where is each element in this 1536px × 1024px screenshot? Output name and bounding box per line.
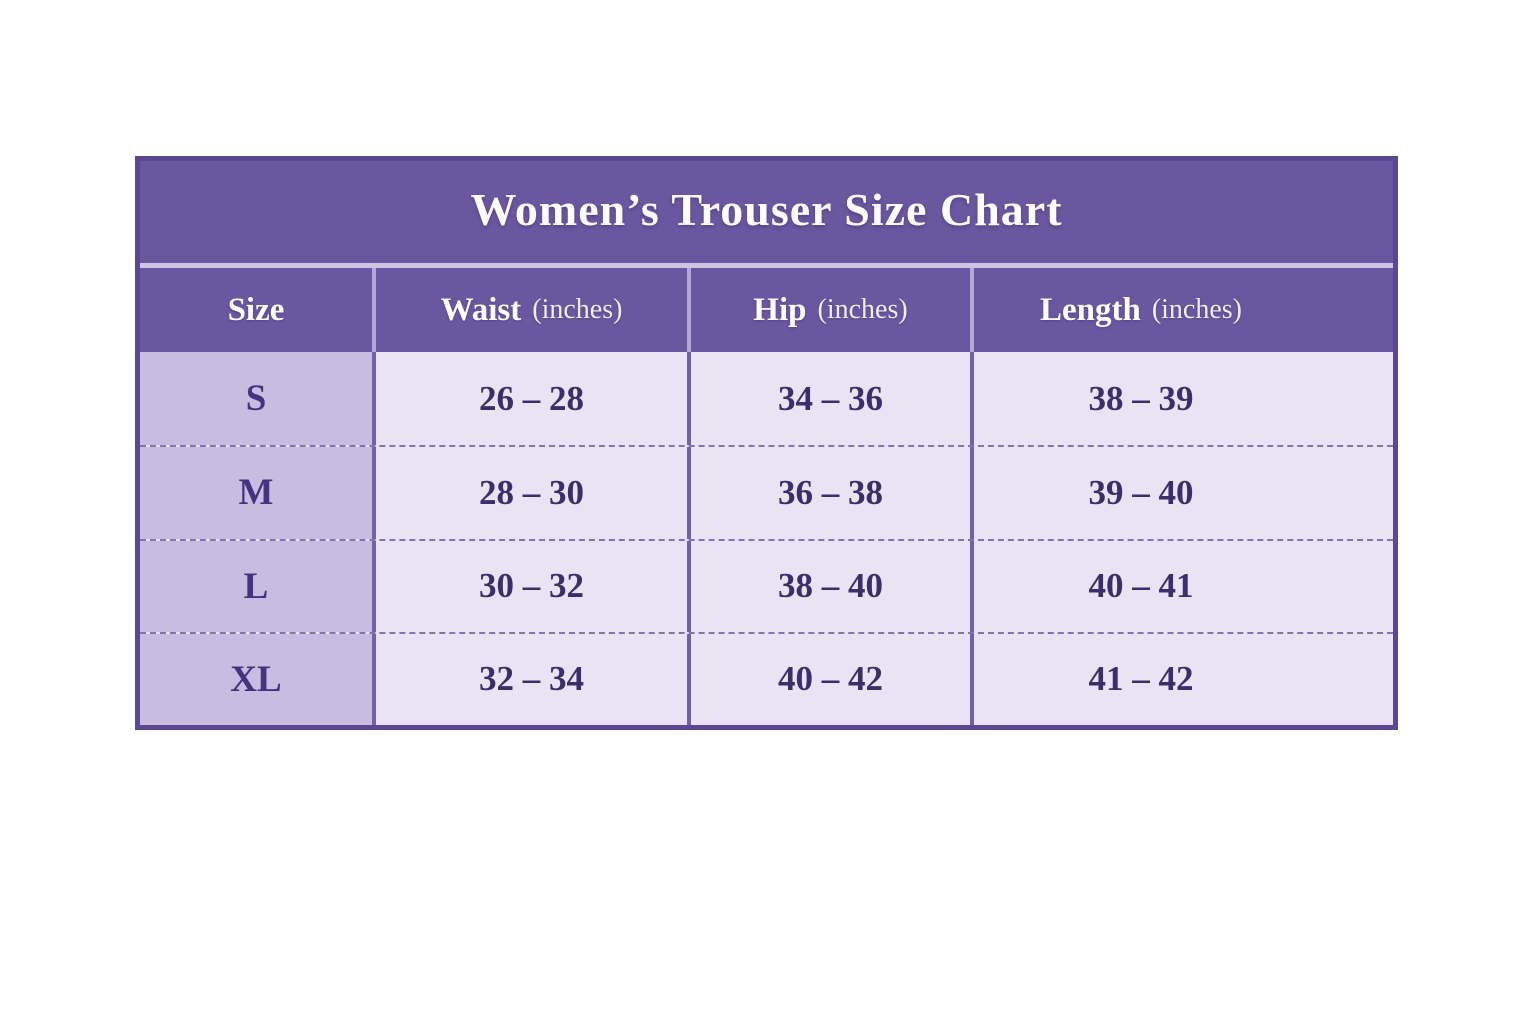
- cell-size-m: M: [140, 447, 372, 539]
- cell-size-l: L: [140, 540, 372, 632]
- header-unit-length: (inches): [1151, 294, 1243, 325]
- cell-length-l: 40 – 41: [970, 540, 1393, 632]
- cell-hip-m: 36 – 38: [687, 447, 970, 539]
- cell-length-s: 38 – 39: [970, 352, 1393, 446]
- chart-title: Women’s Trouser Size Chart: [470, 183, 1063, 235]
- cell-waist-l: 30 – 32: [372, 540, 687, 632]
- table-row-s: S 26 – 28 34 – 36 38 – 39: [140, 352, 1393, 446]
- table-row-l: L 30 – 32 38 – 40 40 – 41: [140, 538, 1393, 632]
- cell-length-m: 39 – 40: [970, 447, 1393, 539]
- header-unit-waist: (inches): [532, 294, 623, 325]
- cell-hip-s: 34 – 36: [687, 352, 970, 446]
- size-chart-table: Women’s Trouser Size Chart Size Waist (i…: [135, 156, 1398, 730]
- table-row-m: M 28 – 30 36 – 38 39 – 40: [140, 445, 1393, 539]
- header-unit-hip: (inches): [817, 294, 908, 325]
- table-body: S 26 – 28 34 – 36 38 – 39 M 28 – 30 36 –…: [140, 352, 1393, 725]
- header-cell-hip: Hip (inches): [687, 268, 970, 352]
- cell-length-xl: 41 – 42: [970, 633, 1393, 725]
- header-cell-length: Length (inches): [970, 268, 1393, 352]
- header-label-length: Length: [1039, 291, 1141, 328]
- header-cell-size: Size: [140, 268, 372, 352]
- title-band: Women’s Trouser Size Chart: [140, 161, 1393, 268]
- cell-waist-s: 26 – 28: [372, 352, 687, 446]
- header-label-hip: Hip: [753, 291, 807, 328]
- table-header-row: Size Waist (inches) Hip (inches) Length …: [140, 268, 1393, 352]
- cell-size-s: S: [140, 352, 372, 446]
- header-label-waist: Waist: [440, 291, 522, 328]
- table-row-xl: XL 32 – 34 40 – 42 41 – 42: [140, 631, 1393, 725]
- cell-hip-xl: 40 – 42: [687, 633, 970, 725]
- cell-waist-m: 28 – 30: [372, 447, 687, 539]
- cell-hip-l: 38 – 40: [687, 540, 970, 632]
- cell-waist-xl: 32 – 34: [372, 633, 687, 725]
- header-label-size: Size: [227, 291, 285, 328]
- cell-size-xl: XL: [140, 633, 372, 725]
- header-cell-waist: Waist (inches): [372, 268, 687, 352]
